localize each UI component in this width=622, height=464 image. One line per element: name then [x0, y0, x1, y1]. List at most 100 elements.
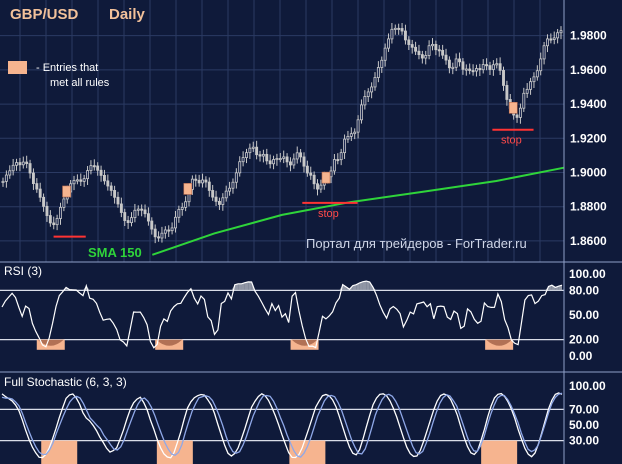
price-candle	[410, 39, 414, 54]
price-candle	[447, 56, 451, 74]
candle-body	[55, 218, 59, 226]
price-candle	[194, 174, 198, 187]
price-entry-markers	[62, 102, 518, 198]
price-candle	[343, 134, 347, 159]
candle-body	[28, 163, 32, 174]
candle-body	[498, 63, 502, 71]
candle-body	[75, 179, 79, 182]
stop-levels: stop stop	[53, 128, 534, 238]
stochastic-oversold-box	[289, 440, 326, 464]
price-candle	[4, 170, 8, 188]
rsi-y-axis: 100.00 80.00 50.00 20.00 0.00	[569, 267, 606, 363]
price-candle	[285, 153, 289, 168]
candle-body	[285, 156, 289, 163]
candle-body	[25, 161, 29, 164]
candle-body	[505, 85, 509, 100]
price-candle	[559, 26, 563, 40]
candle-body	[245, 152, 248, 159]
candle-body	[231, 181, 235, 189]
price-candle	[25, 155, 29, 169]
candle-body	[126, 220, 130, 223]
candle-body	[167, 229, 171, 232]
rsi-panel: 100.00 80.00 50.00 20.00 0.00 RSI (3)	[0, 264, 606, 363]
price-candles	[1, 22, 563, 244]
legend-entries-line2: met all rules	[50, 77, 110, 89]
price-candle	[376, 61, 380, 83]
candle-body	[177, 209, 181, 218]
candle-body	[272, 159, 275, 165]
sma-150-label: SMA 150	[88, 245, 142, 260]
candle-body	[103, 174, 106, 182]
price-candle	[471, 64, 475, 76]
rsi-overbought-fill	[362, 281, 367, 291]
rsi-overbought-fill	[352, 284, 357, 291]
rsi-overbought-fill	[342, 284, 347, 291]
candle-body	[1, 180, 5, 183]
rsi-oversold-dip	[486, 339, 513, 346]
candle-body	[96, 165, 100, 171]
price-candle	[383, 43, 387, 67]
price-candle	[160, 226, 164, 243]
price-candle	[8, 165, 12, 179]
price-entry-marker	[508, 102, 518, 114]
candle-body	[123, 212, 127, 221]
candle-body	[370, 86, 374, 93]
price-candle	[349, 127, 353, 142]
price-y-tick: 1.9400	[570, 97, 607, 111]
price-candle	[316, 179, 319, 196]
candle-body	[21, 161, 25, 166]
rsi-title: RSI (3)	[4, 264, 42, 278]
price-candle	[346, 130, 350, 143]
candle-body	[397, 27, 401, 30]
candle-body	[552, 37, 556, 40]
stop-label: stop	[501, 135, 522, 147]
price-candle	[434, 40, 438, 56]
candle-body	[343, 138, 347, 154]
price-candle	[184, 196, 188, 212]
price-y-tick: 1.9600	[570, 63, 607, 77]
price-candle	[18, 157, 22, 172]
price-candle	[282, 150, 286, 164]
candle-body	[248, 147, 252, 154]
candle-body	[535, 70, 539, 78]
price-entry-marker	[62, 185, 71, 198]
candle-body	[485, 64, 489, 67]
candle-body	[106, 180, 110, 187]
chart-title-period: Daily	[109, 6, 146, 23]
price-candle	[529, 77, 533, 95]
stochastic-y-axis: 100.00 70.00 50.00 30.00	[569, 379, 606, 448]
candle-body	[109, 185, 113, 191]
price-candle	[224, 185, 228, 202]
price-y-axis: 1.9800 1.9600 1.9400 1.9200 1.9000 1.8800 1.86…	[570, 29, 607, 248]
price-candle	[299, 149, 303, 163]
candle-body	[238, 161, 242, 174]
price-candle	[546, 34, 549, 53]
price-candle	[336, 153, 340, 165]
price-candle	[356, 115, 360, 139]
price-candle	[82, 174, 86, 187]
candle-body	[346, 135, 350, 140]
candle-body	[275, 158, 279, 161]
osc-y-tick: 20.00	[569, 333, 599, 347]
candle-body	[116, 196, 120, 205]
candle-body	[92, 165, 96, 168]
candle-body	[45, 205, 49, 216]
candle-body	[329, 170, 333, 178]
rsi-line	[1, 280, 563, 349]
price-candle	[380, 56, 384, 73]
price-candle	[305, 160, 309, 177]
price-candle	[373, 72, 377, 91]
candle-body	[532, 76, 536, 83]
legend-entries-line1: - Entries that	[36, 62, 98, 74]
candle-body	[160, 232, 164, 239]
price-candle	[59, 202, 62, 225]
candle-body	[228, 187, 232, 192]
price-candle	[292, 153, 296, 169]
candle-body	[133, 209, 137, 219]
price-candle	[241, 151, 245, 167]
price-candle	[248, 143, 252, 159]
candle-body	[42, 196, 46, 207]
price-candle	[485, 58, 489, 71]
candle-body	[559, 30, 563, 34]
candle-body	[319, 184, 323, 190]
